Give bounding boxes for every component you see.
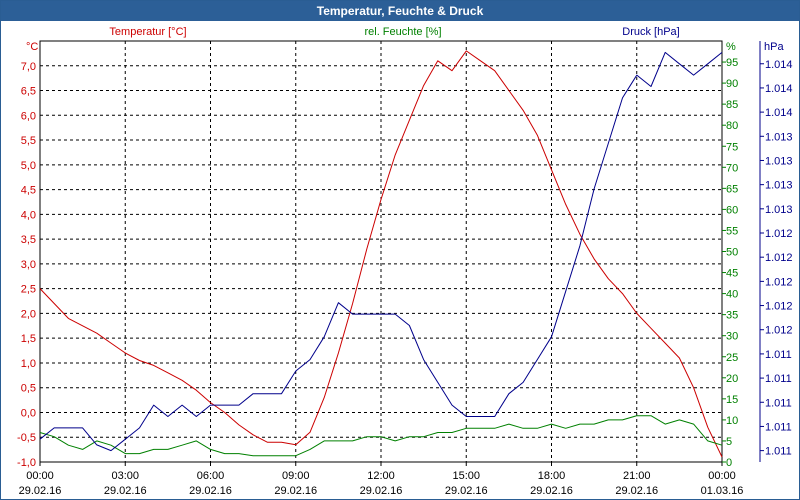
humidity-tick-label: 0 xyxy=(726,457,732,469)
humidity-unit: % xyxy=(726,41,736,53)
pressure-tick-label: 1.011 xyxy=(765,421,792,433)
temperature-tick-label: 1,5 xyxy=(21,333,36,345)
temperature-tick-label: -1,0 xyxy=(17,457,36,469)
temperature-tick-label: 3,5 xyxy=(21,234,36,246)
x-tick-time: 06:00 xyxy=(197,470,225,482)
x-tick-time: 09:00 xyxy=(282,470,310,482)
humidity-tick-label: 5 xyxy=(726,436,732,448)
x-tick-date: 29.02.16 xyxy=(19,485,62,497)
pressure-tick-label: 1.013 xyxy=(765,155,793,167)
x-tick-time: 03:00 xyxy=(111,470,139,482)
pressure-tick-label: 1.012 xyxy=(765,228,793,240)
pressure-unit: hPa xyxy=(764,41,784,53)
humidity-line xyxy=(39,415,723,457)
temperature-tick-label: 1,0 xyxy=(21,358,36,370)
temperature-unit: °C xyxy=(26,41,38,53)
humidity-tick-label: 60 xyxy=(726,204,738,216)
temperature-tick-label: 5,5 xyxy=(21,135,36,147)
pressure-tick-label: 1.013 xyxy=(765,204,793,216)
humidity-tick-label: 50 xyxy=(726,247,738,259)
pressure-tick-label: 1.014 xyxy=(765,107,793,119)
pressure-tick-label: 1.012 xyxy=(765,325,793,337)
temperature-line xyxy=(39,50,723,458)
temperature-tick-label: -0,5 xyxy=(17,432,36,444)
temperature-tick-label: 7,0 xyxy=(21,61,36,73)
x-tick-date: 29.02.16 xyxy=(615,485,658,497)
pressure-tick-label: 1.012 xyxy=(765,301,793,313)
pressure-tick-label: 1.012 xyxy=(765,252,793,264)
pressure-tick-label: 1.011 xyxy=(765,349,792,361)
grid xyxy=(39,40,723,463)
humidity-tick-label: 45 xyxy=(726,268,738,280)
humidity-tick-label: 20 xyxy=(726,373,738,385)
humidity-tick-label: 95 xyxy=(726,57,738,69)
pressure-tick-label: 1.014 xyxy=(765,59,793,71)
temperature-tick-label: 2,5 xyxy=(21,284,36,296)
temperature-tick-label: 4,0 xyxy=(21,209,36,221)
pressure-legend: Druck [hPa] xyxy=(622,26,679,38)
humidity-tick-label: 30 xyxy=(726,331,738,343)
humidity-tick-label: 35 xyxy=(726,310,738,322)
temperature-tick-label: 0,5 xyxy=(21,383,36,395)
humidity-tick-label: 55 xyxy=(726,225,738,237)
x-tick-date: 29.02.16 xyxy=(360,485,403,497)
x-tick-time: 00:00 xyxy=(26,470,54,482)
axes: 00:00 29.02.16 03:00 29.02.16 06:00 29.02.16 0… xyxy=(17,26,793,497)
x-tick-date: 29.02.16 xyxy=(530,485,573,497)
temperature-tick-label: 6,5 xyxy=(21,86,36,98)
pressure-line xyxy=(39,51,723,452)
x-tick-time: 12:00 xyxy=(367,470,395,482)
humidity-tick-label: 25 xyxy=(726,352,738,364)
pressure-tick-label: 1.011 xyxy=(765,397,792,409)
temperature-legend: Temperatur [°C] xyxy=(109,26,186,38)
humidity-tick-label: 10 xyxy=(726,415,738,427)
x-tick-date: 29.02.16 xyxy=(189,485,232,497)
pressure-tick-label: 1.014 xyxy=(765,83,793,95)
humidity-tick-label: 80 xyxy=(726,120,738,132)
humidity-tick-label: 65 xyxy=(726,183,738,195)
humidity-tick-label: 75 xyxy=(726,141,738,153)
temperature-tick-label: 3,0 xyxy=(21,259,36,271)
temperature-tick-label: 4,5 xyxy=(21,185,36,197)
pressure-tick-label: 1.013 xyxy=(765,180,793,192)
x-tick-date: 01.03.16 xyxy=(701,485,744,497)
x-tick-time: 21:00 xyxy=(623,470,651,482)
x-tick-time: 18:00 xyxy=(538,470,566,482)
humidity-legend: rel. Feuchte [%] xyxy=(364,26,441,38)
temperature-tick-label: 6,0 xyxy=(21,110,36,122)
pressure-tick-label: 1.011 xyxy=(765,446,792,458)
humidity-tick-label: 90 xyxy=(726,78,738,90)
x-tick-date: 29.02.16 xyxy=(104,485,147,497)
temperature-tick-label: 2,0 xyxy=(21,308,36,320)
window-title: Temperatur, Feuchte & Druck xyxy=(1,1,799,21)
x-tick-date: 29.02.16 xyxy=(445,485,488,497)
plot-area xyxy=(39,50,723,458)
temperature-tick-label: 5,0 xyxy=(21,160,36,172)
pressure-tick-label: 1.012 xyxy=(765,276,793,288)
humidity-tick-label: 15 xyxy=(726,394,738,406)
pressure-tick-label: 1.011 xyxy=(765,373,792,385)
humidity-tick-label: 40 xyxy=(726,289,738,301)
temperature-tick-label: 0,0 xyxy=(21,407,36,419)
x-tick-date: 29.02.16 xyxy=(274,485,317,497)
pressure-tick-label: 1.013 xyxy=(765,131,793,143)
x-tick-time: 15:00 xyxy=(452,470,480,482)
humidity-tick-label: 70 xyxy=(726,162,738,174)
x-tick-time: 00:00 xyxy=(708,470,736,482)
humidity-tick-label: 85 xyxy=(726,99,738,111)
